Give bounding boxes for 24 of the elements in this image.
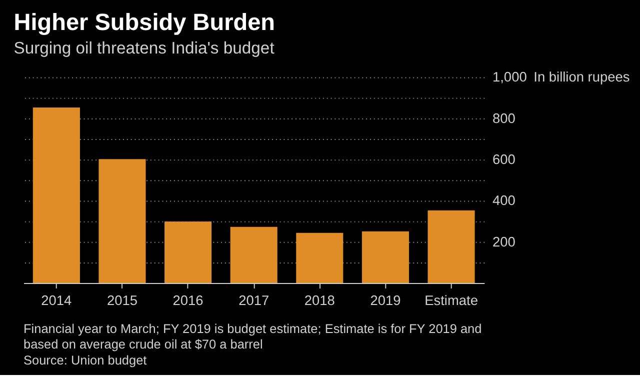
x-tick-label: Estimate — [424, 293, 478, 308]
text: Financial year to March; FY 2019 is budget estimate; Estimate is for FY 2019 and based on average crude oil at $70 a barrel — [24, 321, 482, 352]
x-tick-label: 2015 — [106, 293, 138, 308]
chart-subtitle: Surging oil threatens India's budget — [14, 38, 275, 58]
bar — [362, 231, 409, 284]
y-tick-label: 200 — [492, 234, 516, 250]
y-axis-title: In billion rupees — [534, 70, 630, 85]
x-tick-label: 2018 — [304, 293, 336, 308]
y-tick-label: 600 — [492, 152, 516, 167]
source-note: Source: Union budget — [24, 352, 148, 368]
bar — [428, 210, 475, 284]
y-tick-label: 1,000 — [492, 70, 528, 85]
bar — [296, 232, 344, 284]
y-tick-label: 400 — [492, 193, 516, 208]
x-tick-label: 2019 — [370, 293, 401, 308]
x-tick-label: 2016 — [172, 293, 204, 308]
bar — [230, 226, 278, 284]
x-tick-label: 2014 — [41, 293, 72, 308]
x-tick-label: 2017 — [238, 293, 270, 308]
y-tick-label: 800 — [492, 110, 516, 126]
bar — [98, 159, 146, 284]
bar — [164, 222, 212, 284]
chart-title: Higher Subsidy Burden — [14, 9, 276, 36]
bar — [32, 107, 80, 284]
